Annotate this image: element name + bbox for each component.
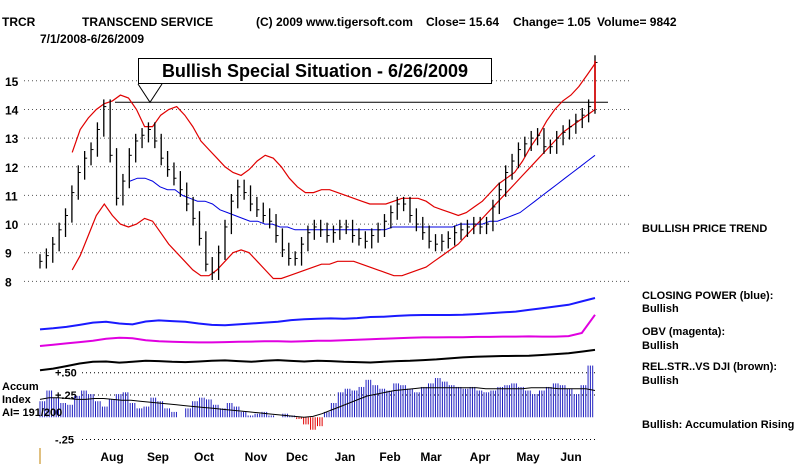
price-tick-label: 12 bbox=[5, 161, 19, 175]
price-tick-label: 15 bbox=[5, 75, 19, 89]
close-price: Close= 15.64 bbox=[426, 15, 500, 29]
x-tick-label: Mar bbox=[420, 450, 442, 464]
obv-line bbox=[39, 314, 596, 347]
upper-band-line bbox=[71, 63, 596, 217]
x-tick-label: Feb bbox=[379, 450, 400, 464]
price-tick-label: 9 bbox=[5, 247, 12, 261]
x-tick-label: Aug bbox=[100, 450, 123, 464]
accumulation-status: Bullish: Accumulation Rising bbox=[642, 419, 795, 431]
relative-strength-title: REL.STR..VS DJI (brown): bbox=[642, 361, 778, 373]
accum-ma-line bbox=[39, 387, 596, 418]
x-axis: Aug Sep Oct Nov Dec Jan Feb Mar Apr May Jun bbox=[39, 448, 582, 464]
x-tick-label: Jan bbox=[335, 450, 356, 464]
price-trend-label: BULLISH PRICE TREND bbox=[642, 223, 768, 235]
relative-strength-line bbox=[39, 348, 596, 372]
relative-strength-value: Bullish bbox=[642, 375, 679, 387]
special-situation-callout: Bullish Special Situation - 6/26/2009 bbox=[138, 58, 492, 84]
x-tick-label: Apr bbox=[470, 450, 491, 464]
copyright-text: (C) 2009 www.tigersoft.com bbox=[256, 15, 413, 29]
accum-ai-score: AI= 191/200 bbox=[2, 407, 63, 419]
ticker-symbol: TRCR bbox=[2, 15, 36, 29]
company-name: TRANSCEND SERVICE bbox=[82, 15, 214, 29]
x-tick-label: Oct bbox=[194, 450, 214, 464]
closing-power-title: CLOSING POWER (blue): bbox=[642, 290, 774, 302]
obv-value: Bullish bbox=[642, 340, 679, 352]
callout-pointer bbox=[137, 83, 163, 104]
moving-average-line bbox=[129, 154, 596, 231]
accum-panel: +.50+.25-.25 bbox=[39, 365, 596, 447]
price-tick-label: 13 bbox=[5, 132, 19, 146]
x-tick-label: Sep bbox=[147, 450, 169, 464]
accum-index-subtitle: Index bbox=[2, 394, 31, 406]
x-tick-label: Nov bbox=[245, 450, 268, 464]
volume: Volume= 9842 bbox=[597, 15, 677, 29]
date-range: 7/1/2008-6/26/2009 bbox=[40, 32, 145, 46]
x-tick-label: Jun bbox=[560, 450, 581, 464]
price-tick-label: 11 bbox=[5, 189, 18, 203]
lower-band-line bbox=[71, 109, 596, 280]
price-bars bbox=[39, 55, 598, 280]
accum-index-title: Accum bbox=[2, 381, 39, 393]
accum-tick-label: +.50 bbox=[55, 368, 77, 380]
obv-title: OBV (magenta): bbox=[642, 326, 726, 338]
price-tick-label: 8 bbox=[5, 275, 12, 289]
x-tick-label: Dec bbox=[286, 450, 308, 464]
closing-power-value: Bullish bbox=[642, 303, 679, 315]
closing-power-line bbox=[39, 297, 596, 331]
price-change: Change= 1.05 bbox=[513, 15, 591, 29]
price-tick-label: 14 bbox=[5, 103, 19, 117]
x-tick-label: May bbox=[516, 450, 540, 464]
price-tick-label: 10 bbox=[5, 218, 19, 232]
accum-tick-label: -.25 bbox=[55, 435, 74, 447]
